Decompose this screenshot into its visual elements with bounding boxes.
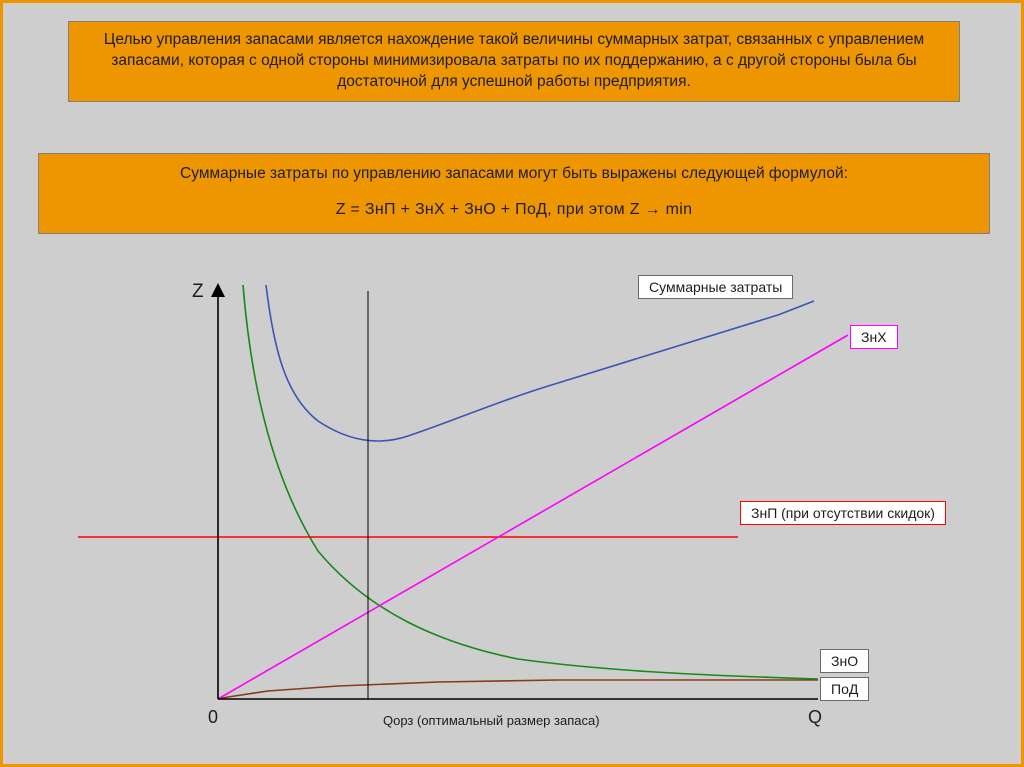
x-axis-label: Q [808, 707, 822, 728]
formula-intro: Суммарные затраты по управлению запасами… [59, 164, 969, 185]
legend-znp: ЗнП (при отсутствии скидок) [740, 501, 946, 525]
formula-text: Z = ЗнП + ЗнХ + ЗнО + ПоД, при этом Z → … [59, 201, 969, 219]
goal-text: Целью управления запасами является нахож… [104, 31, 924, 90]
legend-znh: ЗнХ [850, 325, 898, 349]
legend-total: Суммарные затраты [638, 275, 793, 299]
legend-pod: ПоД [820, 677, 869, 701]
formula-box: Суммарные затраты по управлению запасами… [38, 153, 990, 234]
origin-label: 0 [208, 707, 218, 728]
cost-chart: Z 0 Q Qорз (оптимальный размер запаса) С… [38, 261, 990, 741]
slide: Целью управления запасами является нахож… [0, 0, 1024, 767]
y-axis-label: Z [192, 281, 204, 303]
legend-zno: ЗнО [820, 649, 869, 673]
goal-text-box: Целью управления запасами является нахож… [68, 21, 960, 102]
x-axis-caption: Qорз (оптимальный размер запаса) [383, 713, 600, 728]
